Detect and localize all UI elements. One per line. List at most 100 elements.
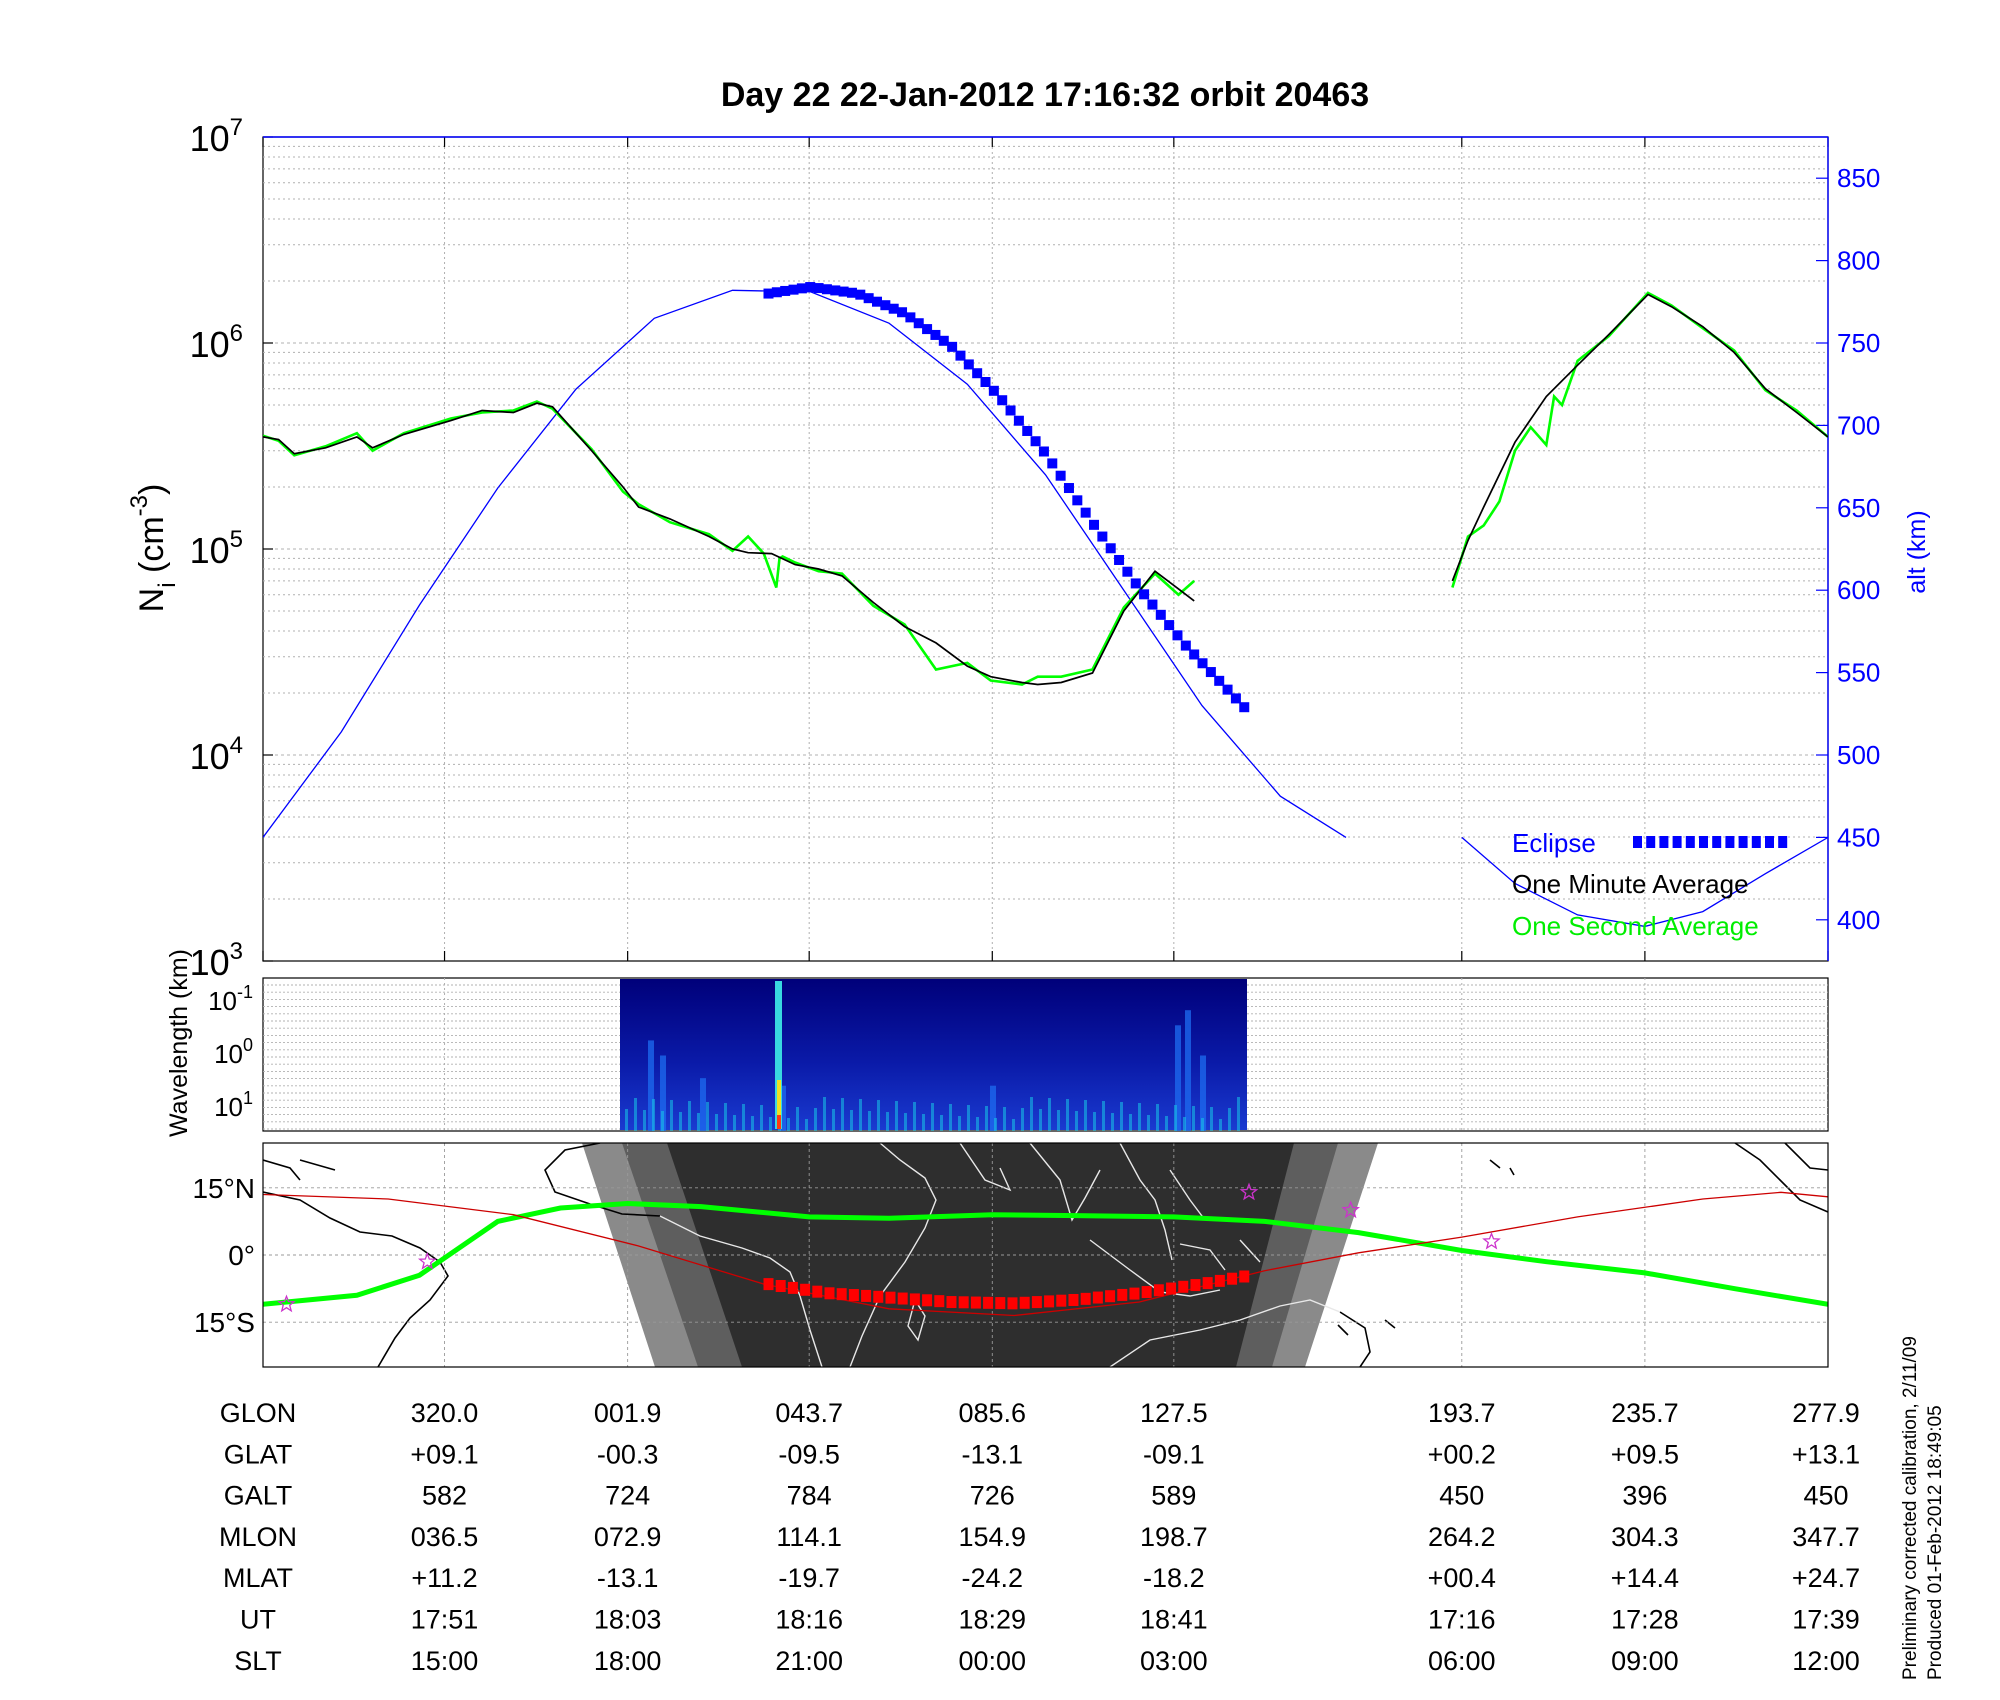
night-region — [667, 1143, 1294, 1367]
eclipse-marker — [1105, 543, 1116, 554]
eclipse-track-marker — [812, 1285, 823, 1298]
altitude-y-tick-label: 400 — [1837, 905, 1880, 935]
footer-produced: Produced 01-Feb-2012 18:49:05 — [1925, 1405, 1946, 1680]
eclipse-marker — [988, 385, 999, 396]
spectrogram-low-band — [1066, 1099, 1069, 1131]
apex-star-marker — [277, 1294, 296, 1313]
spectrogram-low-band — [1120, 1102, 1123, 1131]
eclipse-marker — [1164, 620, 1175, 631]
table-cell: 347.7 — [1792, 1522, 1860, 1552]
legend: Eclipse One Minute Average One Second Av… — [1512, 828, 1788, 941]
coast-africa-east — [849, 1143, 937, 1367]
spectrogram-low-band — [706, 1102, 709, 1131]
table-cell: 154.9 — [959, 1522, 1027, 1552]
eclipse-marker — [1189, 649, 1200, 660]
spectrogram-burst — [990, 1085, 996, 1131]
spectrogram-low-band — [895, 1101, 898, 1131]
spectrogram-low-band — [1039, 1109, 1042, 1131]
spectrogram-low-band — [787, 1118, 790, 1131]
eclipse-track-marker — [800, 1283, 811, 1296]
coast-north-america — [1734, 1143, 1828, 1213]
wavelength-y-tick-base: 10 — [214, 1039, 243, 1069]
spectrogram-low-band — [715, 1114, 718, 1131]
spectrogram-low-band — [751, 1116, 754, 1131]
coastlines-night — [659, 1143, 1341, 1367]
altitude-y-tick-label: 450 — [1837, 822, 1880, 852]
wavelength-y-tick-label: 100 — [214, 1035, 253, 1069]
eclipse-marker — [922, 324, 933, 335]
orbit-data-table: GLON GLAT GALT MLON MLAT UT SLT 320.0 +09.1 582 03… — [219, 1398, 1860, 1676]
table-cell: 784 — [787, 1481, 832, 1511]
table-cell: 450 — [1439, 1481, 1484, 1511]
table-cell: +13.1 — [1792, 1439, 1860, 1469]
spectrogram-low-band — [670, 1100, 673, 1131]
eclipse-track-marker — [763, 1278, 774, 1291]
eclipse-marker — [1147, 599, 1158, 610]
eclipse-marker — [930, 329, 941, 340]
map-series — [263, 1182, 1828, 1317]
eclipse-track-marker — [909, 1293, 920, 1306]
eclipse-marker — [1130, 578, 1141, 589]
eclipse-marker — [897, 307, 908, 318]
legend-eclipse-square — [1646, 836, 1656, 848]
spectrogram-low-band — [958, 1116, 961, 1131]
eclipse-marker — [913, 318, 924, 329]
table-cell: 09:00 — [1611, 1646, 1679, 1676]
coast-north-africa-west — [544, 1143, 661, 1217]
spectrogram-low-band — [1138, 1103, 1141, 1131]
wavelength-y-tick-base: 10 — [214, 1092, 243, 1122]
eclipse-marker — [1030, 436, 1041, 447]
table-cell: 198.7 — [1140, 1522, 1208, 1552]
eclipse-marker — [1230, 693, 1241, 704]
spectrogram-low-band — [1021, 1108, 1024, 1131]
coast-australia-night — [1109, 1299, 1341, 1367]
table-cell: 17:28 — [1611, 1605, 1679, 1635]
spectrogram-low-band — [823, 1097, 826, 1131]
eclipse-track-marker — [836, 1288, 847, 1301]
spectrogram-low-band — [724, 1103, 727, 1131]
table-cell: -13.1 — [597, 1563, 659, 1593]
density-y-tick-base: 10 — [190, 118, 230, 159]
eclipse-marker — [1214, 675, 1225, 686]
eclipse-marker — [846, 287, 857, 298]
legend-one-minute-label: One Minute Average — [1512, 869, 1749, 899]
eclipse-marker — [838, 286, 849, 297]
coast-pacific-islands — [1337, 1159, 1515, 1336]
eclipse-marker — [1013, 415, 1024, 426]
spectrogram-low-band — [1165, 1116, 1168, 1131]
table-row-label: MLAT — [223, 1563, 293, 1593]
eclipse-marker — [771, 287, 782, 298]
spectrogram-burst — [1175, 1025, 1181, 1131]
eclipse-marker — [872, 296, 883, 307]
eclipse-track-marker — [1056, 1294, 1067, 1307]
spectrogram-low-band — [1030, 1097, 1033, 1131]
spectrogram-low-band — [679, 1112, 682, 1131]
spectrogram-low-band — [1102, 1101, 1105, 1131]
eclipse-track-marker — [1202, 1277, 1213, 1290]
spectrogram-low-band — [985, 1106, 988, 1131]
legend-eclipse-square — [1712, 836, 1722, 848]
chart-title: Day 22 22-Jan-2012 17:16:32 orbit 20463 — [721, 76, 1369, 114]
wavelength-y-tick-exp: 1 — [243, 1088, 253, 1108]
latitude-tick-label: 15°S — [194, 1307, 255, 1338]
spectrogram-low-band — [1084, 1100, 1087, 1131]
table-cell: -00.3 — [597, 1439, 659, 1469]
spectrogram-low-band — [913, 1102, 916, 1131]
eclipse-marker — [1089, 519, 1100, 530]
table-cell: +24.7 — [1792, 1563, 1860, 1593]
table-cell: -19.7 — [778, 1563, 840, 1593]
density-y-tick-label: 107 — [190, 114, 243, 159]
eclipse-marker — [972, 368, 983, 379]
legend-eclipse-square — [1685, 836, 1695, 848]
density-y-tick-label: 106 — [190, 320, 243, 365]
table-cell: 18:16 — [775, 1605, 843, 1635]
eclipse-track-marker — [1007, 1297, 1018, 1310]
legend-eclipse-square — [1765, 836, 1774, 848]
apex-star-marker — [1482, 1231, 1501, 1250]
spectrogram-low-band — [1012, 1119, 1015, 1131]
altitude-y-tick-label: 850 — [1837, 163, 1880, 193]
density-y-tick-label: 103 — [190, 938, 243, 983]
eclipse-marker — [1155, 609, 1166, 620]
table-row-label: GALT — [224, 1481, 293, 1511]
eclipse-marker — [763, 288, 774, 299]
